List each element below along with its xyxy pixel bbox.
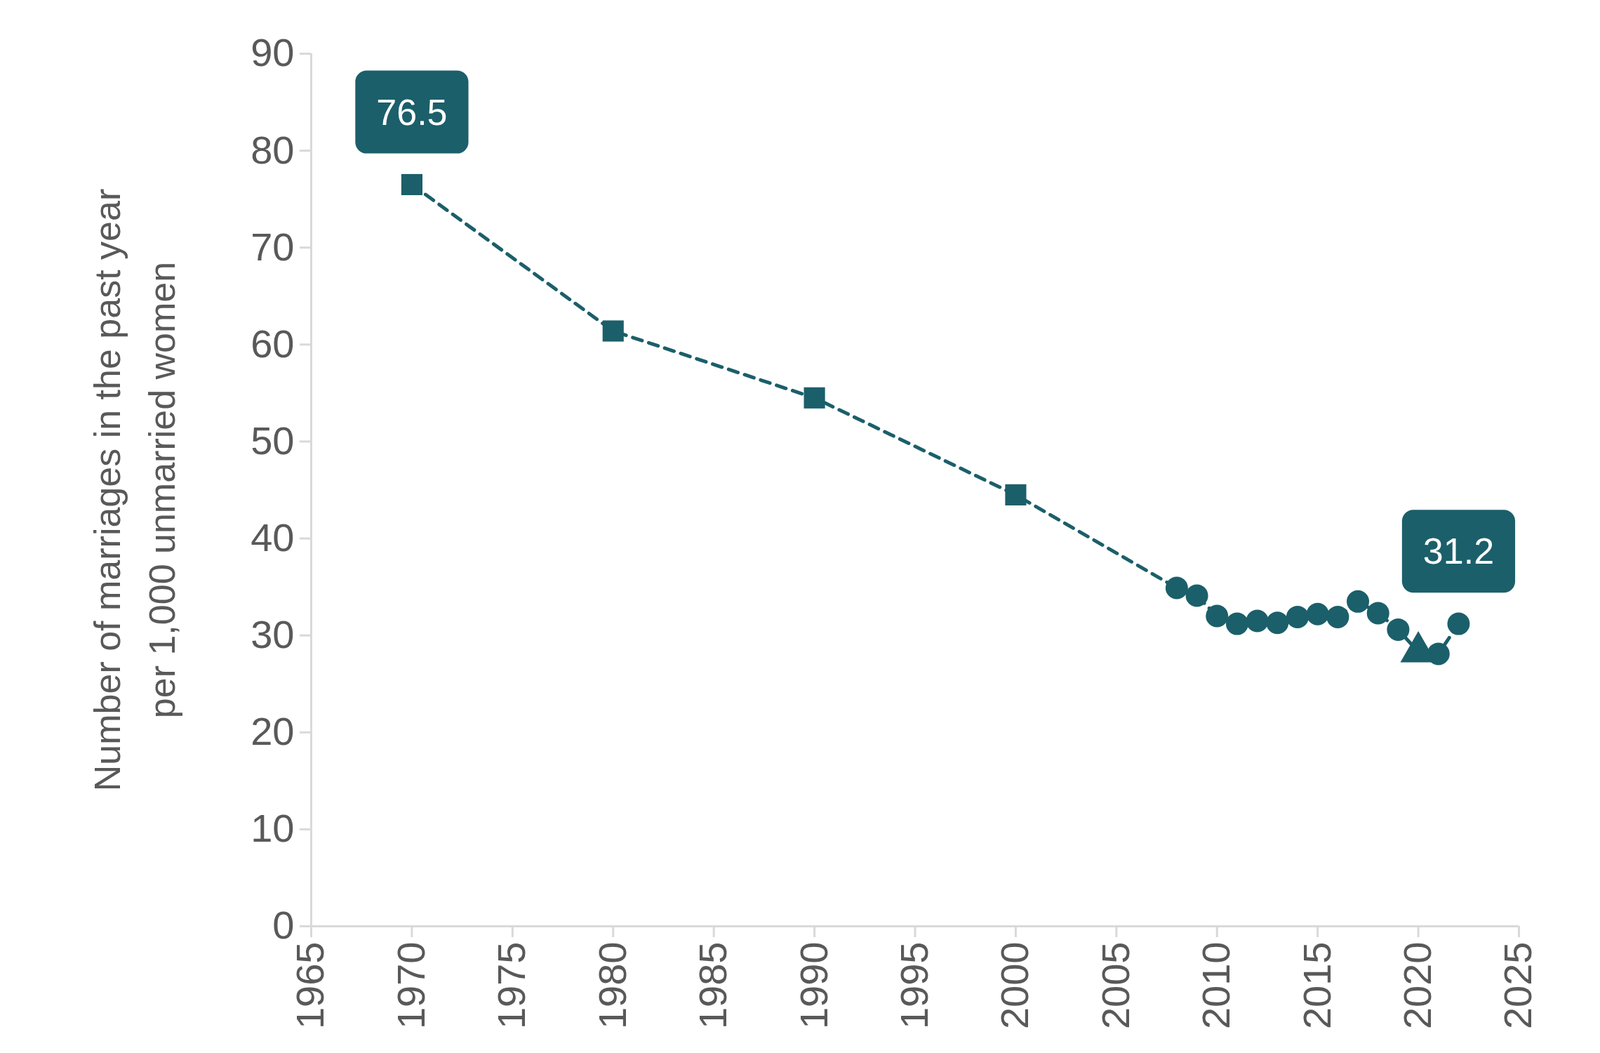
svg-text:Number of marriages in the pas: Number of marriages in the past yearper … xyxy=(87,188,183,791)
svg-text:76.5: 76.5 xyxy=(376,91,448,133)
svg-text:0: 0 xyxy=(272,902,295,947)
svg-text:2025: 2025 xyxy=(1495,941,1540,1030)
svg-text:2020: 2020 xyxy=(1395,941,1440,1030)
svg-text:1970: 1970 xyxy=(388,941,433,1030)
svg-text:2005: 2005 xyxy=(1093,941,1138,1030)
svg-text:1965: 1965 xyxy=(287,941,332,1030)
svg-text:1990: 1990 xyxy=(791,941,836,1030)
svg-text:50: 50 xyxy=(250,418,295,463)
svg-text:60: 60 xyxy=(250,321,295,366)
svg-text:20: 20 xyxy=(250,708,295,753)
svg-text:2010: 2010 xyxy=(1193,941,1238,1030)
svg-text:10: 10 xyxy=(250,805,295,850)
svg-text:2015: 2015 xyxy=(1294,941,1339,1030)
svg-text:2000: 2000 xyxy=(992,941,1037,1030)
svg-text:30: 30 xyxy=(250,611,295,657)
svg-text:1980: 1980 xyxy=(590,941,635,1030)
svg-text:1975: 1975 xyxy=(489,941,534,1030)
svg-text:1995: 1995 xyxy=(891,941,937,1030)
svg-text:70: 70 xyxy=(250,224,295,269)
svg-text:1985: 1985 xyxy=(690,941,735,1030)
svg-text:40: 40 xyxy=(250,515,295,560)
svg-text:31.2: 31.2 xyxy=(1423,530,1495,572)
svg-text:80: 80 xyxy=(250,127,295,172)
svg-text:90: 90 xyxy=(250,30,295,75)
